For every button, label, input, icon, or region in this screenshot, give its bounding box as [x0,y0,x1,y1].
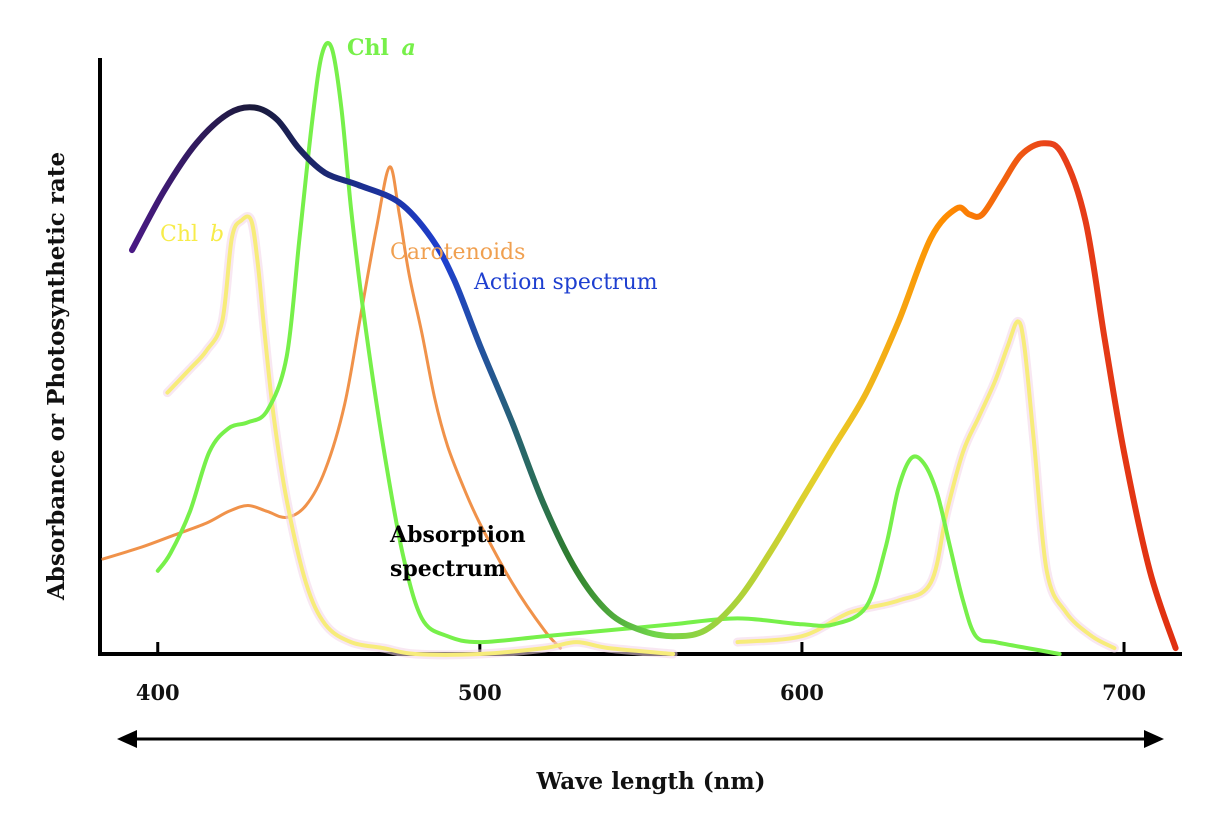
series-chl-b-line-2 [735,319,1117,651]
x-tick-label-600: 600 [780,680,824,705]
label-carotenoids: Carotenoids [390,240,525,265]
label-chl-a-text: Chl [347,35,389,61]
series-chl-a-line [155,40,1062,656]
label-absorption-line2: spectrum [390,556,506,582]
x-axis-title: Wave length (nm) [535,768,765,795]
label-chl-a: Chl a [347,35,416,61]
curves [101,40,1179,660]
wavelength-arrow-left-head [117,730,137,748]
label-absorption-line1: Absorption [389,522,526,548]
wavelength-arrow-right-head [1144,730,1164,748]
label-chl-a-italic: a [402,35,416,61]
y-axis-title: Absorbance or Photosynthetic rate [43,152,70,601]
x-tick-label-700: 700 [1102,680,1146,705]
label-chl-b: Chl b [160,222,224,247]
x-tick-label-500: 500 [458,680,502,705]
series-chl-b-line-1 [165,214,676,657]
x-tick-label-400: 400 [136,680,180,705]
x-ticks: 400 500 600 700 [136,642,1146,705]
label-chl-b-text: Chl [160,222,198,247]
label-action-spectrum: Action spectrum [473,270,658,295]
series-carotenoids-line [101,165,562,650]
series-action-spectrum-line [129,104,1179,652]
label-chl-b-italic: b [210,222,224,247]
wavelength-arrow [117,730,1164,748]
